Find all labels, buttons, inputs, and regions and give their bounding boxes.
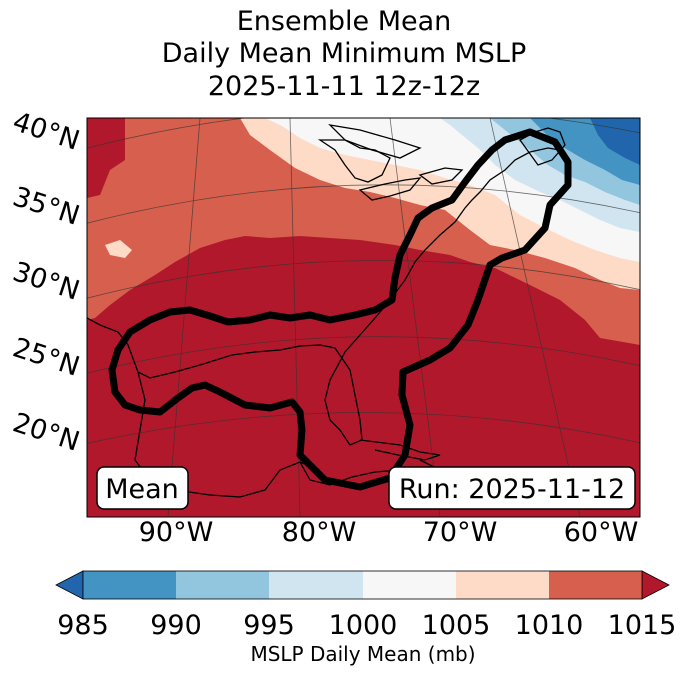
colorbar-tick-1010: 1010 xyxy=(515,610,584,641)
lat-label-40n: 40°N xyxy=(9,106,83,157)
coastline-gulf-atlantic xyxy=(87,147,561,446)
meridian-90w xyxy=(167,118,201,517)
pressure-patch-west xyxy=(105,240,132,258)
coastline-mexico xyxy=(134,371,321,498)
coastline-lake-ontario xyxy=(418,167,464,185)
mean-label: Mean xyxy=(105,474,179,505)
run-label: Run: 2025-11-12 xyxy=(399,474,625,505)
title-line-2: Daily Mean Minimum MSLP xyxy=(161,38,527,69)
meridian-70w xyxy=(389,118,441,517)
parallel-35n xyxy=(87,184,640,224)
colorbar-bin-985-990 xyxy=(83,571,176,599)
parallel-20n xyxy=(87,412,640,444)
mean-box xyxy=(96,466,189,510)
coastline-lake-erie xyxy=(358,177,422,201)
parallel-40n xyxy=(87,118,640,149)
lat-label-35n: 35°N xyxy=(9,181,83,232)
colorbar-bin-1000-1005 xyxy=(363,571,456,599)
map-frame xyxy=(86,117,641,518)
lat-label-25n: 25°N xyxy=(9,332,83,383)
colorbar-tick-1000: 1000 xyxy=(329,610,398,641)
colorbar-tick-995: 995 xyxy=(243,610,295,641)
pressure-fill-below-985 xyxy=(590,118,640,165)
colorbar-tick-990: 990 xyxy=(150,610,202,641)
parallel-30n xyxy=(87,259,640,299)
colorbar-extend-low xyxy=(55,570,84,600)
colorbar-tick-985: 985 xyxy=(57,610,109,641)
colorbar-bin-995-1000 xyxy=(269,571,363,599)
colorbar-bin-990-995 xyxy=(176,571,269,599)
run-box xyxy=(388,466,636,510)
lat-label-20n: 20°N xyxy=(9,407,83,458)
lat-label-30n: 30°N xyxy=(9,256,83,307)
lon-label-70w: 70°W xyxy=(423,517,498,548)
colorbar xyxy=(55,570,670,600)
parallel-25n xyxy=(87,336,640,374)
colorbar-frame xyxy=(82,570,643,600)
pressure-fill-1015-plus-nw xyxy=(87,118,125,198)
coastline-cuba xyxy=(359,439,441,461)
pressure-contour xyxy=(108,128,572,491)
meridian-60w xyxy=(489,118,581,517)
title-line-1: Ensemble Mean xyxy=(236,6,452,37)
colorbar-extend-high xyxy=(641,570,670,600)
colorbar-bin-1010-1015 xyxy=(549,571,642,599)
coastline-lake-superior xyxy=(328,124,422,159)
title-line-3: 2025-11-11 12z-12z xyxy=(207,71,481,102)
lon-label-80w: 80°W xyxy=(282,517,357,548)
colorbar-tick-1005: 1005 xyxy=(422,610,491,641)
colorbar-tick-1015: 1015 xyxy=(608,610,677,641)
coastline-lake-michigan xyxy=(317,139,391,183)
colorbar-label: MSLP Daily Mean (mb) xyxy=(250,642,475,666)
lon-label-90w: 90°W xyxy=(139,517,214,548)
lon-label-60w: 60°W xyxy=(564,517,639,548)
colorbar-bin-1005-1010 xyxy=(456,571,549,599)
